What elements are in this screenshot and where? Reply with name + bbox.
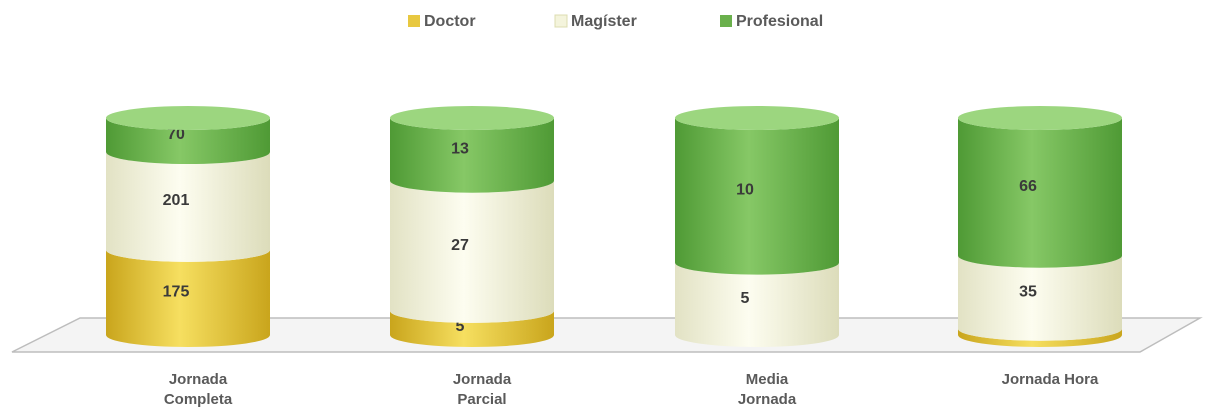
cylinder-segment xyxy=(106,152,270,262)
data-label: 5 xyxy=(456,318,465,335)
cylinder-segment xyxy=(390,118,554,193)
cylinder-top xyxy=(958,106,1122,130)
data-label: 175 xyxy=(163,284,190,301)
x-tick-label: Jornada Hora xyxy=(1001,371,1099,388)
x-tick-label: Media Jornada xyxy=(737,371,797,408)
cylinder-top xyxy=(390,106,554,130)
cylinder-segment xyxy=(106,249,270,347)
legend-label: Doctor xyxy=(424,13,476,30)
cylinder-segment xyxy=(675,118,839,275)
data-label: 13 xyxy=(451,141,469,158)
cylinder-top xyxy=(106,106,270,130)
data-label: 27 xyxy=(451,237,469,254)
cylinder-segment xyxy=(958,118,1122,268)
legend-swatch xyxy=(408,15,420,27)
data-label: 70 xyxy=(167,126,185,143)
legend-swatch xyxy=(720,15,732,27)
data-label: 5 xyxy=(741,290,750,307)
cylinder-segment xyxy=(958,255,1122,341)
x-tick-label: Jornada Completa xyxy=(163,371,233,408)
data-label: 10 xyxy=(736,182,754,199)
data-label: 35 xyxy=(1019,283,1037,300)
cylinder-segment xyxy=(958,328,1122,347)
cylinder-segment xyxy=(390,180,554,323)
cylinder-segment xyxy=(106,118,270,165)
legend-swatch xyxy=(554,14,568,28)
cylinder-top xyxy=(675,106,839,130)
cylinder-segment xyxy=(675,262,839,347)
data-label: 66 xyxy=(1019,178,1037,195)
data-label: 201 xyxy=(163,192,190,209)
x-tick-label: Jornada Parcial xyxy=(452,371,512,408)
cylinder-segment xyxy=(390,310,554,347)
legend-label: Profesional xyxy=(736,13,823,30)
legend-label: Magíster xyxy=(571,13,637,30)
